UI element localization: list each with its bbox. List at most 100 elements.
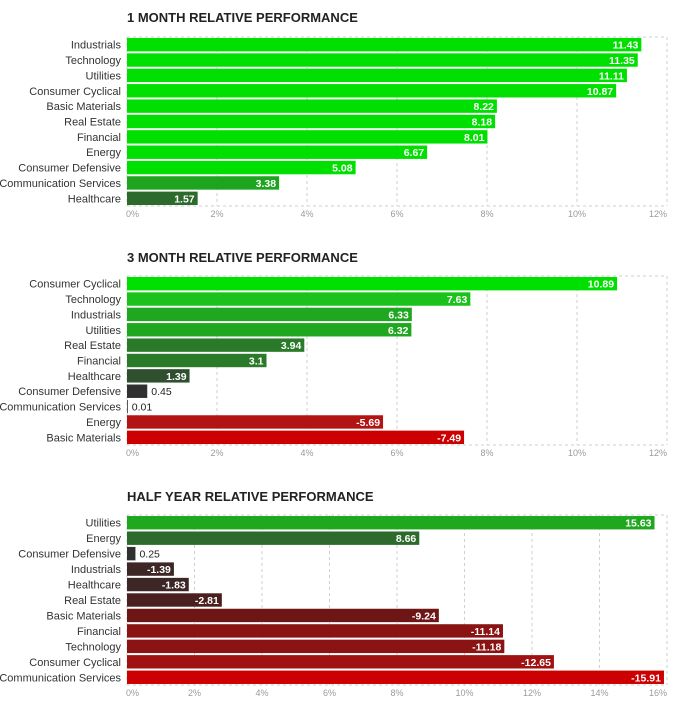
bar-value-label: -11.18	[472, 641, 501, 653]
x-tick-label: 0%	[126, 448, 139, 458]
category-label: Communication Services	[0, 672, 121, 684]
bar[interactable]	[127, 624, 503, 638]
category-label: Real Estate	[64, 340, 121, 352]
x-tick-label: 4%	[300, 448, 313, 458]
x-tick-label: 6%	[390, 448, 403, 458]
bar[interactable]	[127, 577, 189, 592]
bar[interactable]	[127, 130, 488, 144]
bar-value-label: 3.1	[249, 356, 264, 368]
category-label: Basic Materials	[46, 101, 121, 113]
bar-value-label: -12.65	[521, 657, 551, 669]
bar-value-label: 10.87	[587, 86, 613, 98]
bar[interactable]	[127, 430, 465, 445]
category-label: Healthcare	[68, 193, 121, 205]
bar[interactable]	[127, 399, 128, 414]
x-tick-label: 0%	[126, 688, 139, 698]
category-label: Utilities	[86, 70, 122, 82]
category-label: Consumer Cyclical	[29, 86, 121, 98]
x-tick-label: 10%	[568, 209, 586, 219]
category-label: Communication Services	[0, 402, 121, 414]
bar[interactable]	[127, 37, 642, 52]
bar[interactable]	[127, 670, 664, 684]
x-tick-label: 12%	[649, 448, 667, 458]
x-tick-label: 8%	[480, 209, 493, 219]
bar[interactable]	[127, 369, 190, 383]
bar-value-label: 0.01	[132, 402, 153, 414]
bar-value-label: 6.32	[388, 325, 409, 337]
category-label: Utilities	[86, 325, 122, 337]
bar-value-label: 7.63	[447, 294, 468, 306]
bar[interactable]	[127, 384, 148, 398]
bar-value-label: 6.33	[388, 309, 409, 321]
bar[interactable]	[127, 593, 222, 607]
bar[interactable]	[127, 655, 554, 669]
bar[interactable]	[127, 639, 505, 654]
chart-title: HALF YEAR RELATIVE PERFORMANCE	[127, 489, 374, 504]
category-label: Basic Materials	[46, 432, 121, 444]
bar[interactable]	[127, 145, 428, 159]
bar[interactable]	[127, 338, 305, 352]
bar[interactable]	[127, 68, 627, 83]
bar-value-label: 3.94	[281, 340, 302, 352]
category-label: Healthcare	[68, 580, 121, 592]
bar-value-label: 1.57	[174, 193, 195, 205]
bar[interactable]	[127, 307, 412, 322]
x-tick-label: 12%	[649, 209, 667, 219]
bar-value-label: 3.38	[256, 178, 277, 190]
bar[interactable]	[127, 608, 439, 623]
bar-value-label: 8.66	[396, 533, 417, 545]
bar[interactable]	[127, 84, 617, 98]
bar[interactable]	[127, 531, 420, 545]
bar[interactable]	[127, 276, 618, 291]
bar[interactable]	[127, 160, 356, 175]
x-tick-label: 10%	[455, 688, 473, 698]
bar[interactable]	[127, 176, 280, 190]
bar[interactable]	[127, 353, 267, 368]
x-tick-label: 4%	[255, 688, 268, 698]
bar-value-label: 6.67	[404, 147, 425, 159]
bar-value-label: 0.25	[139, 549, 160, 561]
x-tick-label: 16%	[649, 688, 667, 698]
x-tick-label: 2%	[188, 688, 201, 698]
bar-value-label: 1.39	[166, 371, 187, 383]
bar-value-label: 11.43	[613, 40, 639, 52]
bar-value-label: -1.39	[147, 564, 171, 576]
x-tick-label: 12%	[523, 688, 541, 698]
bar[interactable]	[127, 323, 412, 337]
chart-title: 1 MONTH RELATIVE PERFORMANCE	[127, 10, 358, 25]
bar-value-label: -2.81	[195, 595, 219, 607]
x-tick-label: 2%	[210, 448, 223, 458]
bar[interactable]	[127, 114, 496, 129]
bar-value-label: -7.49	[437, 432, 461, 444]
bar[interactable]	[127, 53, 638, 67]
category-label: Energy	[86, 533, 121, 545]
category-label: Consumer Defensive	[18, 549, 121, 561]
one-month-performance-chart: 1 MONTH RELATIVE PERFORMANCE 0% 2% 4% 6% 8% 10…	[0, 10, 668, 219]
bar-value-label: 0.45	[151, 386, 172, 398]
category-label: Energy	[86, 147, 121, 159]
bar[interactable]	[127, 292, 471, 306]
x-tick-label: 0%	[126, 209, 139, 219]
bar[interactable]	[127, 546, 136, 561]
x-tick-label: 14%	[590, 688, 608, 698]
bar-value-label: -15.91	[631, 672, 661, 684]
category-label: Industrials	[71, 40, 122, 52]
category-label: Real Estate	[64, 595, 121, 607]
category-label: Consumer Cyclical	[29, 657, 121, 669]
bar-value-label: -1.83	[162, 580, 186, 592]
x-tick-label: 8%	[390, 688, 403, 698]
bar-value-label: -11.14	[471, 626, 500, 638]
category-label: Healthcare	[68, 371, 121, 383]
category-label: Technology	[65, 641, 121, 653]
bar-value-label: 15.63	[625, 518, 651, 530]
category-label: Technology	[65, 294, 121, 306]
bar[interactable]	[127, 99, 497, 113]
bar-value-label: -5.69	[356, 417, 380, 429]
bar[interactable]	[127, 415, 384, 429]
bar-value-label: 10.89	[588, 279, 614, 291]
bar[interactable]	[127, 516, 655, 530]
bar-value-label: 8.01	[464, 132, 485, 144]
bar[interactable]	[127, 191, 198, 206]
bar[interactable]	[127, 562, 174, 576]
x-tick-label: 8%	[480, 448, 493, 458]
